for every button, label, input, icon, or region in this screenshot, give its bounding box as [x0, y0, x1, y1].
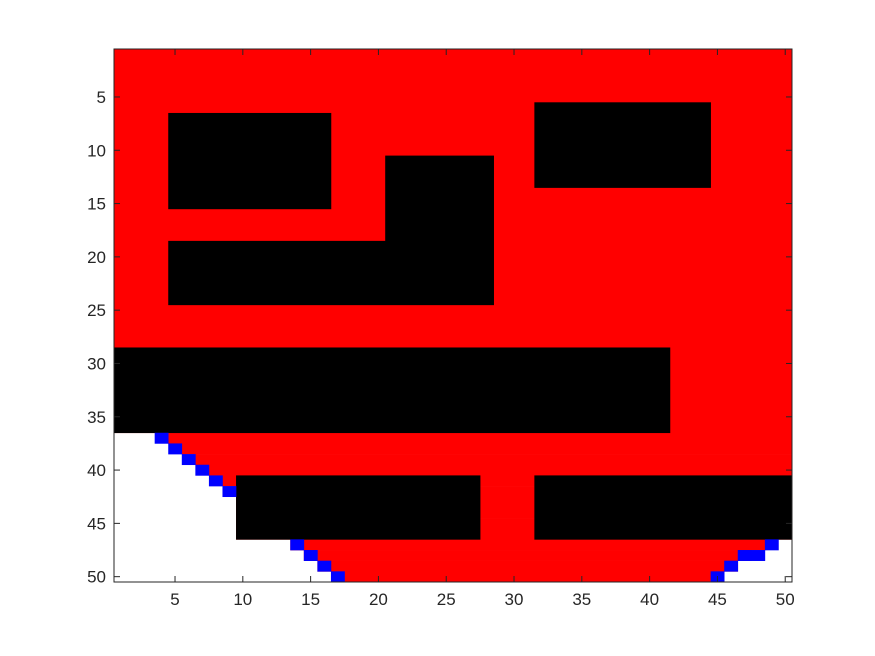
y-tick-label: 10 — [87, 141, 106, 160]
axes-box — [113, 48, 793, 583]
x-tick-label: 5 — [170, 590, 179, 609]
path-cell — [181, 454, 196, 466]
explored-region-row-48 — [303, 550, 752, 561]
y-tick-label: 25 — [87, 301, 106, 320]
explored-region-row-38 — [181, 443, 793, 455]
axis-ticks — [114, 49, 792, 582]
path-cell — [751, 550, 766, 561]
path-cell — [317, 560, 332, 572]
x-tick-label: 35 — [572, 590, 591, 609]
y-tick-label: 30 — [87, 354, 106, 373]
obstacle-block-4 — [534, 102, 711, 188]
y-tick-label: 15 — [87, 195, 106, 214]
path-cell — [195, 464, 210, 476]
y-axis-tick-labels: 5 10 15 20 25 30 35 40 45 50 — [87, 88, 106, 587]
path-cell — [208, 475, 223, 487]
obstacle-block-7 — [534, 475, 793, 540]
x-tick-label: 45 — [708, 590, 727, 609]
obstacle-block-3 — [168, 240, 494, 306]
y-tick-label: 50 — [87, 568, 106, 587]
obstacle-block-6 — [236, 475, 481, 540]
x-tick-label: 20 — [369, 590, 388, 609]
explored-region-row-47 — [290, 539, 766, 551]
explored-region-row-44 — [236, 507, 793, 519]
explored-region-row-40 — [208, 464, 793, 476]
path-cell — [764, 539, 779, 551]
path-cell — [724, 560, 739, 572]
explored-region-row-43 — [236, 496, 793, 508]
obstacle-block-1 — [168, 112, 332, 210]
y-tick-label: 40 — [87, 461, 106, 480]
x-tick-label: 30 — [505, 590, 524, 609]
x-tick-label: 10 — [233, 590, 252, 609]
path-cell — [290, 539, 305, 551]
explored-region-row-37 — [168, 432, 793, 444]
path-cell — [222, 486, 237, 498]
x-tick-label: 50 — [776, 590, 795, 609]
x-tick-label: 40 — [640, 590, 659, 609]
path-cell — [737, 550, 752, 561]
obstacle-block-2 — [385, 155, 494, 242]
explored-region-row-45 — [236, 518, 793, 529]
path-cell — [330, 571, 345, 583]
obstacle-block-5 — [114, 347, 671, 434]
explored-region-row-42 — [236, 486, 793, 498]
explored-region-row-39 — [195, 454, 793, 466]
y-tick-label: 20 — [87, 248, 106, 267]
heatmap-cells — [114, 49, 793, 583]
x-axis-tick-labels: 5 10 15 20 25 30 35 40 45 50 — [170, 590, 794, 609]
path-cell — [154, 432, 169, 444]
x-tick-label: 15 — [301, 590, 320, 609]
path-cell — [168, 443, 183, 455]
explored-region-row-46 — [236, 528, 793, 540]
y-tick-label: 5 — [97, 88, 106, 107]
x-tick-label: 25 — [437, 590, 456, 609]
y-tick-label: 45 — [87, 514, 106, 533]
explored-region-row-41 — [222, 475, 793, 487]
explored-region-row-49 — [317, 560, 739, 572]
y-tick-label: 35 — [87, 408, 106, 427]
explored-region-row-50 — [330, 571, 725, 583]
path-cell — [303, 550, 318, 561]
